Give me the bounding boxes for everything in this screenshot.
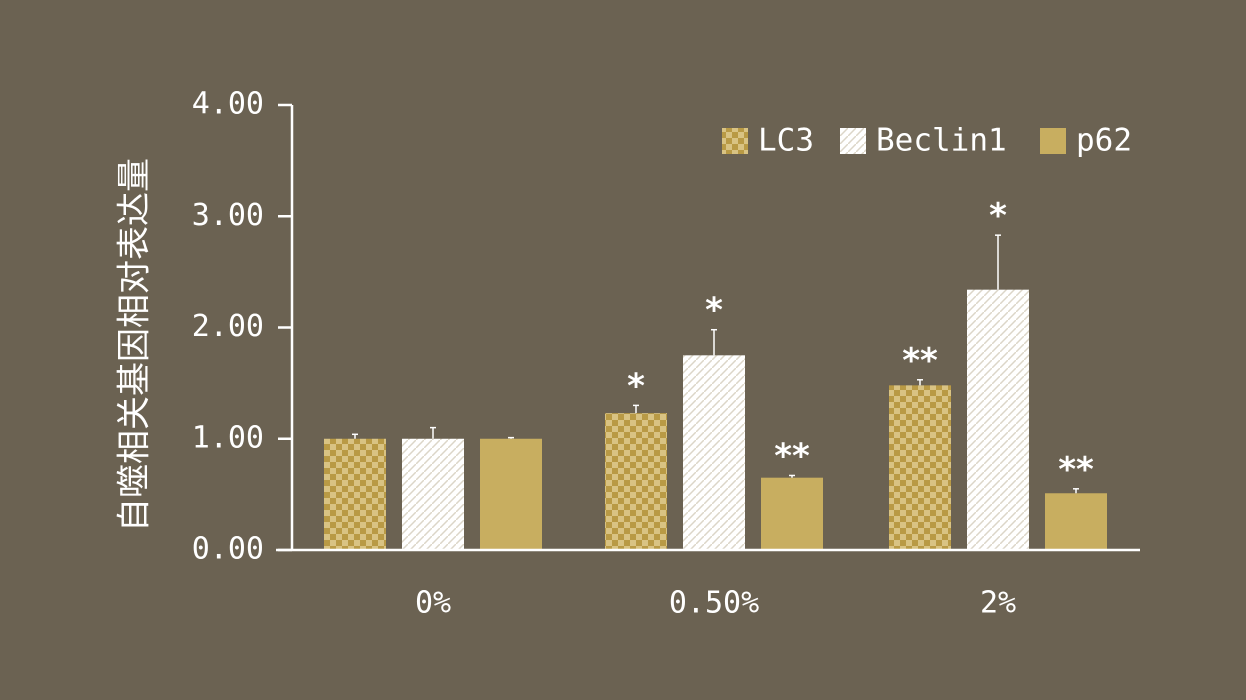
legend-swatch bbox=[840, 128, 866, 154]
legend-label: Beclin1 bbox=[876, 123, 1007, 159]
y-axis-label: 自噬相关基因相对表达量 bbox=[115, 158, 155, 532]
y-axis: 0.00 1.00 2.00 3.00 4.00 bbox=[192, 87, 294, 567]
bar bbox=[402, 438, 464, 550]
x-tick-label: 0% bbox=[415, 586, 451, 621]
legend-label: LC3 bbox=[758, 123, 814, 159]
x-axis: 0% 0.50% 2% bbox=[276, 548, 1140, 621]
bar bbox=[761, 477, 823, 550]
significance-label: * bbox=[627, 366, 645, 406]
bar bbox=[1045, 493, 1107, 550]
y-tick-label: 3.00 bbox=[192, 198, 264, 233]
bar bbox=[683, 355, 745, 550]
legend: LC3 Beclin1 p62 bbox=[722, 123, 1132, 159]
legend-swatch bbox=[722, 128, 748, 154]
significance-label: * bbox=[705, 291, 723, 331]
y-tick-label: 4.00 bbox=[192, 87, 264, 122]
bars: ********* bbox=[324, 196, 1107, 550]
bar bbox=[480, 438, 542, 550]
significance-label: ** bbox=[902, 341, 938, 381]
significance-label: * bbox=[989, 196, 1007, 236]
x-tick-label: 0.50% bbox=[669, 586, 759, 621]
x-tick-label: 2% bbox=[980, 586, 1016, 621]
legend-swatch bbox=[1040, 128, 1066, 154]
significance-label: ** bbox=[774, 436, 810, 476]
y-tick-label: 0.00 bbox=[192, 532, 264, 567]
bar bbox=[605, 413, 667, 550]
y-tick-label: 2.00 bbox=[192, 309, 264, 344]
legend-label: p62 bbox=[1076, 123, 1132, 159]
y-tick-label: 1.00 bbox=[192, 420, 264, 455]
bar bbox=[324, 438, 386, 550]
bar bbox=[889, 385, 951, 550]
bar bbox=[967, 289, 1029, 550]
significance-label: ** bbox=[1058, 450, 1094, 490]
